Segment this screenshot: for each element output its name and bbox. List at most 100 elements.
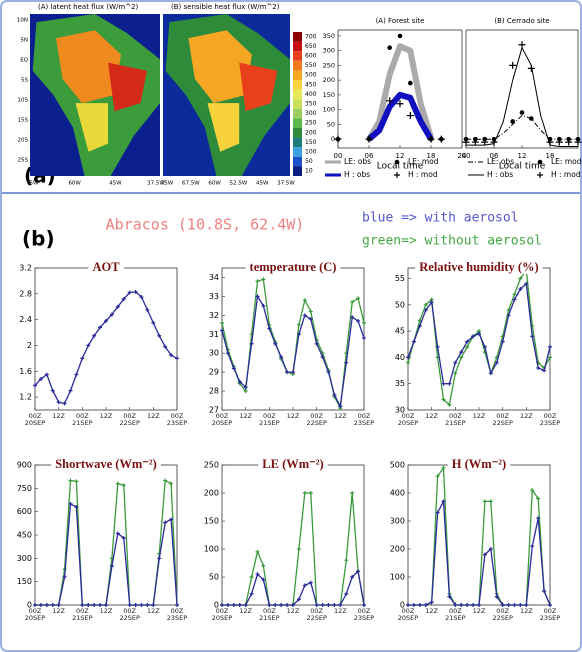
plus-marker	[459, 355, 464, 360]
x-tick-label: 12Z	[519, 412, 533, 420]
y-tick-label: 900	[17, 461, 32, 470]
colorbar-swatch	[293, 128, 302, 138]
x-tick-label: 00Z 22SEP	[492, 412, 513, 427]
plus-marker	[308, 309, 313, 314]
y-tick-label: 0	[214, 601, 219, 610]
plus-marker	[542, 589, 547, 593]
title-background	[447, 456, 511, 471]
plus-marker	[220, 320, 224, 325]
plus-marker	[429, 300, 434, 305]
plus-marker	[56, 400, 61, 405]
plus-marker	[279, 603, 284, 607]
colorbar-swatch	[293, 156, 302, 167]
plus-marker	[68, 501, 73, 506]
plus-marker	[447, 381, 452, 386]
plus-marker	[518, 41, 526, 49]
colorbar-label: 500	[305, 72, 317, 79]
map-y-label: 10N	[17, 18, 28, 24]
panel-label: (b)	[22, 227, 55, 251]
x-tick-label: 12	[518, 152, 527, 160]
plus-marker	[74, 479, 79, 484]
x-tick-label: 00Z 20SEP	[397, 412, 419, 427]
colorbar-label: 100	[305, 149, 317, 156]
plus-marker	[109, 564, 114, 569]
plus-marker	[447, 594, 452, 599]
plus-marker	[488, 499, 493, 504]
plus-marker	[157, 333, 162, 338]
x-tick-label: 12Z	[333, 607, 347, 615]
plus-marker	[482, 552, 487, 557]
map-region	[188, 30, 252, 104]
plus-marker	[50, 603, 55, 607]
legend-label: H : obs	[487, 170, 513, 179]
plus-marker	[471, 138, 479, 146]
plus-marker	[302, 583, 307, 588]
plus-marker	[518, 276, 523, 281]
title-background	[258, 456, 328, 471]
plus-marker	[50, 388, 55, 393]
chart-title: Relative humidity (%)	[419, 260, 538, 274]
x-tick-label: 12Z	[146, 412, 160, 420]
plus-marker	[163, 344, 168, 349]
colorbar-label: 600	[305, 53, 317, 60]
plus-marker	[453, 603, 458, 607]
x-tick-label: 12Z	[425, 412, 439, 420]
title-background	[415, 259, 543, 274]
plus-marker	[548, 344, 552, 349]
plus-marker	[169, 517, 174, 522]
plus-marker	[296, 597, 301, 602]
plus-marker	[273, 341, 278, 346]
y-tick-label: 350	[323, 32, 335, 40]
x-tick-label: 00Z 21SEP	[259, 607, 280, 622]
map-x-label: 52.5W	[230, 181, 248, 187]
plus-marker	[104, 318, 108, 323]
plus-marker	[477, 331, 481, 336]
plus-marker	[44, 372, 49, 377]
plus-marker	[255, 549, 260, 554]
x-tick-label: 00Z 22SEP	[306, 607, 327, 622]
plus-marker	[406, 355, 410, 360]
plus-marker	[465, 344, 470, 349]
map-title: (B) sensible heat flux (W/m^2)	[171, 3, 280, 11]
plus-marker	[98, 325, 103, 330]
plus-marker	[427, 135, 435, 143]
x-tick-label: 00Z 23SEP	[539, 607, 561, 622]
plus-marker	[423, 308, 428, 313]
plus-marker	[488, 547, 493, 551]
x-tick-label: 12Z	[99, 412, 113, 420]
plot-frame	[34, 267, 178, 411]
site-title: Abracos (10.8S, 62.4W)	[106, 216, 305, 234]
series-line	[367, 91, 434, 142]
plus-marker	[237, 379, 242, 384]
plus-marker	[80, 603, 85, 607]
plus-marker	[261, 277, 266, 282]
plus-marker	[261, 577, 266, 582]
plus-marker	[338, 603, 343, 607]
y-tick-label: 150	[17, 577, 32, 586]
plus-marker	[231, 366, 236, 371]
plus-marker	[121, 483, 126, 488]
x-tick-label: 00Z 20SEP	[24, 412, 46, 427]
y-tick-label: 27	[209, 406, 219, 415]
map-x-label: 37.5W	[147, 181, 165, 187]
colorbar-label: 50	[305, 158, 313, 165]
plus-marker	[453, 371, 458, 376]
plus-marker	[494, 594, 499, 599]
plus-marker	[441, 465, 446, 470]
plus-marker	[477, 603, 481, 607]
plus-marker	[509, 61, 517, 69]
x-tick-label: 18	[427, 152, 436, 160]
plus-marker	[104, 603, 108, 607]
series-line	[466, 47, 578, 147]
map-y-label: 15S	[18, 118, 29, 124]
x-tick-label: 06	[490, 152, 499, 160]
y-tick-label: 29	[209, 368, 219, 377]
map-x-label: 60W	[68, 181, 81, 187]
plus-marker	[482, 499, 487, 504]
plus-marker	[386, 97, 394, 105]
x-tick-label: 00Z 22SEP	[119, 412, 140, 427]
y-tick-label: 50	[209, 573, 219, 582]
plus-marker	[406, 112, 414, 120]
x-axis-label: Local time	[499, 162, 546, 172]
